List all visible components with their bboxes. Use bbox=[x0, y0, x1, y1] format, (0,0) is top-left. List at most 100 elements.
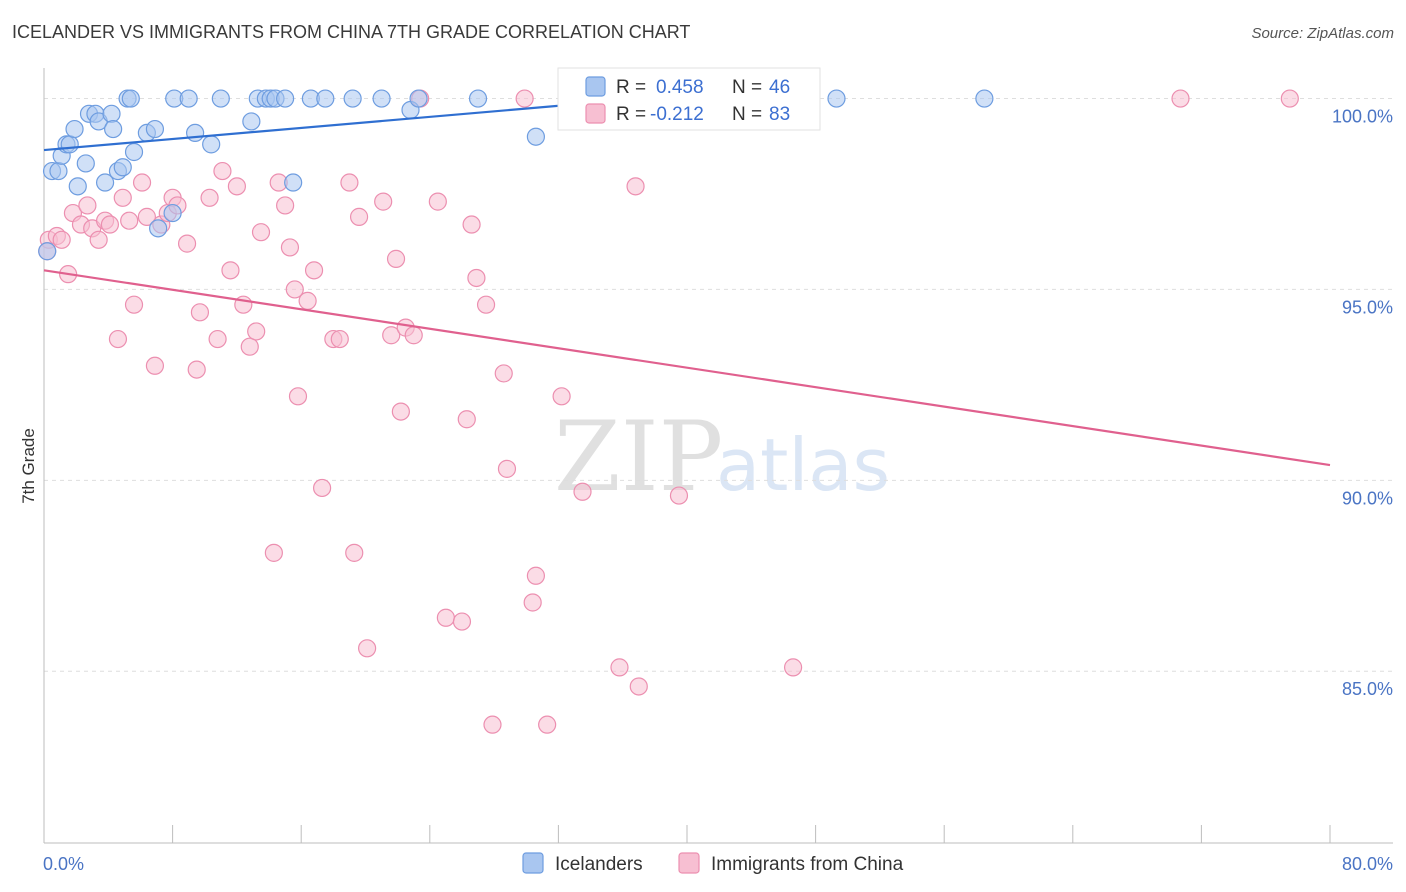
legend-n-value-icelanders: 46 bbox=[769, 77, 790, 98]
china-point bbox=[312, 478, 332, 498]
y-tick-label: 95.0% bbox=[1342, 297, 1393, 317]
legend-r-label-china: R = bbox=[616, 104, 646, 125]
china-point bbox=[457, 410, 476, 429]
china-point bbox=[345, 543, 364, 562]
series-legend: Icelanders Immigrants from China bbox=[522, 852, 904, 875]
series-icelanders bbox=[38, 89, 994, 261]
legend-n-label-icelanders: N = bbox=[732, 77, 762, 98]
bottom-legend-label-china[interactable]: Immigrants from China bbox=[711, 854, 904, 875]
legend-r-value-china: -0.212 bbox=[650, 104, 704, 125]
legend-n-value-china: 83 bbox=[769, 104, 790, 125]
icelanders-point bbox=[121, 89, 140, 108]
icelanders-point bbox=[468, 89, 488, 108]
china-point bbox=[200, 188, 219, 207]
y-axis-label: 7th Grade bbox=[19, 428, 38, 504]
china-point bbox=[52, 230, 71, 249]
icelanders-point bbox=[145, 119, 165, 139]
bottom-legend-swatch-china[interactable] bbox=[678, 852, 700, 874]
china-point bbox=[280, 238, 300, 257]
china-point bbox=[285, 280, 304, 299]
icelanders-point bbox=[827, 89, 846, 108]
icelanders-point bbox=[179, 89, 198, 108]
china-point bbox=[240, 337, 259, 356]
china-point bbox=[251, 223, 271, 242]
china-point bbox=[358, 639, 377, 658]
icelanders-point bbox=[276, 89, 295, 108]
watermark-atlas: atlas bbox=[716, 423, 890, 507]
trend-line-china bbox=[43, 269, 1331, 467]
china-point bbox=[428, 192, 447, 211]
china-point bbox=[304, 261, 324, 280]
y-tick-labels: 100.0% 95.0% 90.0% 85.0% bbox=[1332, 107, 1393, 700]
icelanders-point bbox=[65, 119, 84, 139]
icelanders-point bbox=[49, 161, 68, 181]
china-point bbox=[208, 329, 227, 349]
icelanders-point bbox=[343, 89, 362, 108]
icelanders-point bbox=[38, 242, 57, 261]
y-tick-label: 85.0% bbox=[1342, 679, 1393, 699]
china-point bbox=[497, 459, 517, 478]
china-point bbox=[108, 329, 128, 349]
axes bbox=[43, 68, 1393, 844]
icelanders-point bbox=[284, 173, 303, 192]
icelanders-point bbox=[211, 89, 230, 108]
china-point bbox=[374, 192, 393, 211]
icelanders-point bbox=[104, 119, 123, 139]
legend-r-value-icelanders: 0.458 bbox=[656, 77, 704, 98]
bottom-legend-swatch-icelanders[interactable] bbox=[522, 852, 544, 874]
china-point bbox=[494, 364, 513, 383]
icelanders-point bbox=[372, 89, 391, 108]
china-point bbox=[221, 261, 240, 280]
china-point bbox=[552, 387, 571, 406]
china-point bbox=[476, 295, 496, 314]
icelanders-point bbox=[409, 89, 428, 108]
china-point bbox=[386, 249, 406, 268]
x-tick-label-max: 80.0% bbox=[1342, 854, 1393, 874]
bottom-legend-label-icelanders[interactable]: Icelanders bbox=[555, 854, 643, 875]
icelanders-point bbox=[68, 177, 87, 196]
china-point bbox=[783, 658, 803, 677]
china-point bbox=[629, 677, 648, 696]
china-point bbox=[100, 215, 120, 234]
icelanders-point bbox=[316, 89, 335, 108]
china-point bbox=[288, 387, 308, 406]
china-point bbox=[452, 612, 472, 631]
china-point bbox=[227, 177, 246, 196]
chart-source: Source: ZipAtlas.com bbox=[1251, 25, 1394, 42]
china-point bbox=[573, 482, 592, 501]
icelanders-point bbox=[163, 203, 182, 223]
gridlines bbox=[44, 98, 1393, 672]
china-point bbox=[264, 543, 283, 562]
china-point bbox=[404, 326, 423, 345]
y-tick-label: 90.0% bbox=[1342, 488, 1393, 508]
china-point bbox=[526, 566, 545, 585]
china-point bbox=[436, 608, 455, 627]
legend-swatch-china bbox=[585, 103, 606, 124]
china-point bbox=[340, 173, 359, 192]
china-point bbox=[330, 329, 349, 349]
china-point bbox=[137, 207, 156, 226]
icelanders-point bbox=[242, 112, 261, 131]
icelanders-point bbox=[202, 135, 221, 154]
china-point bbox=[538, 715, 557, 734]
china-point bbox=[213, 161, 232, 181]
china-point bbox=[124, 295, 144, 314]
china-point bbox=[467, 268, 486, 288]
china-point bbox=[669, 486, 689, 505]
icelanders-point bbox=[102, 104, 121, 123]
china-point bbox=[247, 322, 266, 341]
china-point bbox=[382, 326, 401, 345]
china-point bbox=[89, 230, 108, 249]
icelanders-point bbox=[113, 158, 132, 177]
china-point bbox=[626, 177, 645, 196]
china-point bbox=[483, 715, 502, 734]
china-point bbox=[515, 89, 534, 108]
stats-legend: R = 0.458 N = 46 R = -0.212 N = 83 bbox=[557, 67, 821, 131]
china-point bbox=[78, 196, 97, 215]
china-point bbox=[120, 211, 139, 230]
icelanders-point bbox=[76, 154, 95, 173]
icelanders-point bbox=[186, 123, 205, 143]
china-point bbox=[1280, 89, 1299, 108]
china-point bbox=[276, 196, 295, 215]
